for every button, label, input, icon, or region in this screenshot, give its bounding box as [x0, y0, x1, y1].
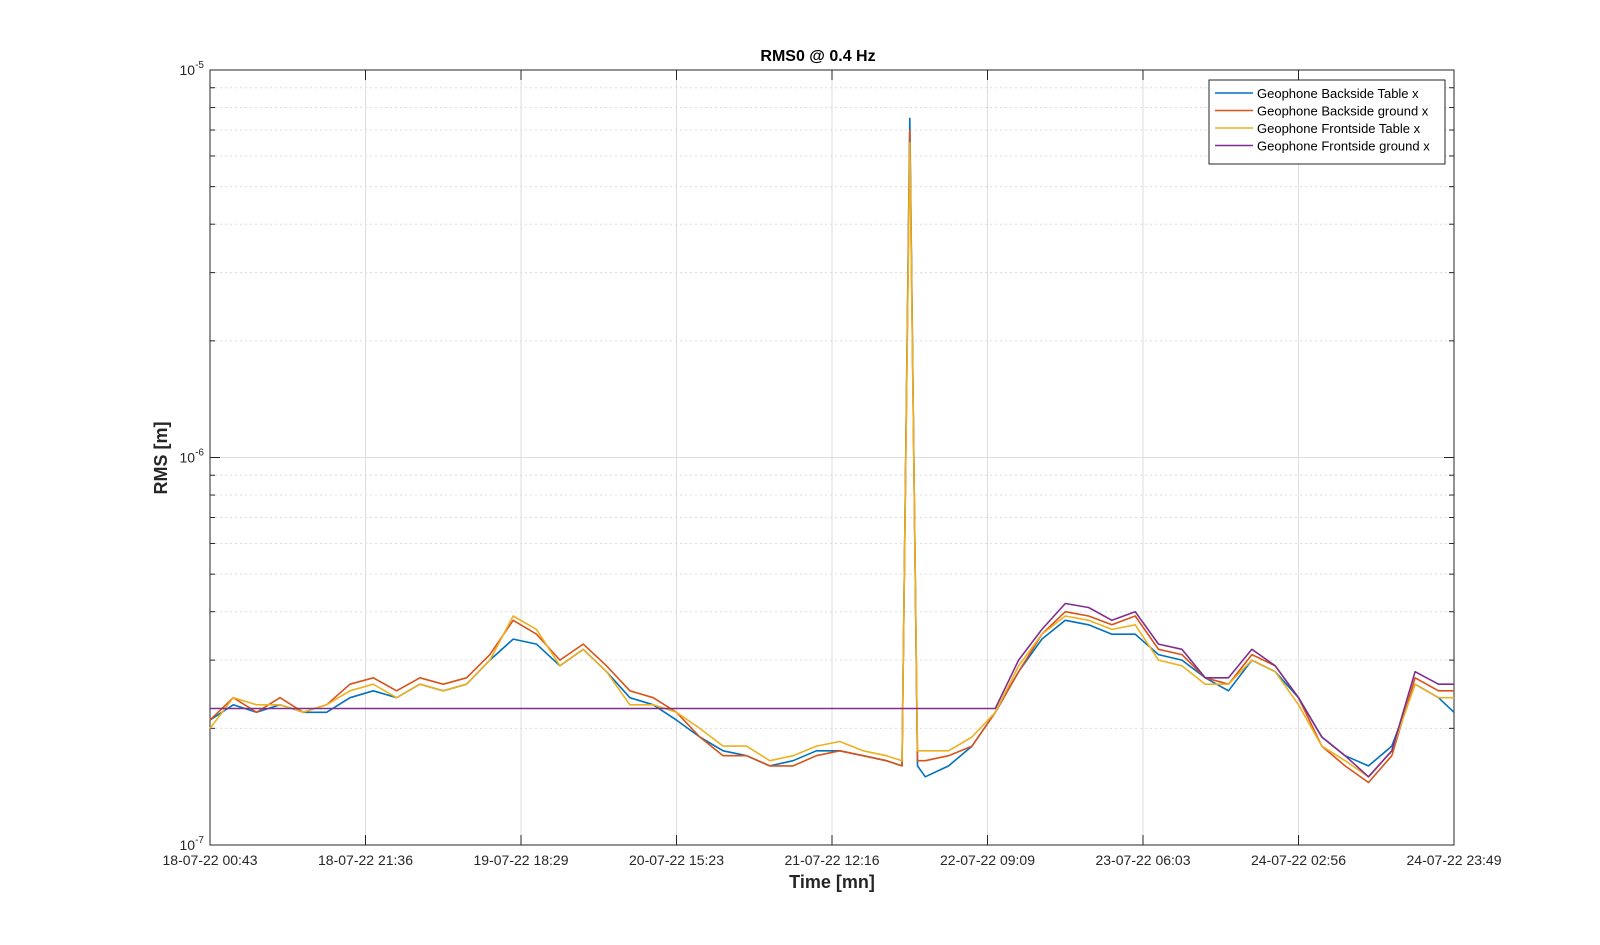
x-tick-label: 21-07-22 12:16: [785, 852, 880, 868]
series-line-2: [209, 129, 1454, 784]
legend-label: Geophone Frontside ground x: [1257, 139, 1430, 154]
x-tick-label: 18-07-22 00:43: [163, 852, 258, 868]
x-tick-label: 18-07-22 21:36: [318, 852, 413, 868]
legend: Geophone Backside Table x Geophone Backsi…: [1208, 79, 1446, 165]
legend-box: [1208, 79, 1446, 165]
x-axis-label: Time [mn]: [789, 872, 875, 892]
series-line-3: [209, 141, 1454, 778]
series-line-4: [210, 602, 1454, 778]
x-tick-label: 24-07-22 23:49: [1407, 852, 1502, 868]
legend-label: Geophone Backside ground x: [1257, 104, 1429, 119]
y-tick-exponent: -7: [195, 835, 204, 846]
y-axis-label: RMS [m]: [151, 422, 171, 495]
y-tick-exponent: -5: [195, 60, 204, 71]
x-tick-label: 20-07-22 15:23: [629, 852, 724, 868]
chart-title: RMS0 @ 0.4 Hz: [760, 48, 875, 65]
axis-ticks: 10-710-610-518-07-22 00:43 18-07-22 21:36…: [163, 60, 1502, 868]
legend-label: Geophone Frontside Table x: [1257, 121, 1421, 136]
x-tick-label: 22-07-22 09:09: [940, 852, 1035, 868]
x-tick-label: 19-07-22 18:29: [474, 852, 569, 868]
series-group: [209, 117, 1455, 784]
x-tick-label: 23-07-22 06:03: [1096, 852, 1191, 868]
x-tick-label: 24-07-22 02:56: [1251, 852, 1346, 868]
y-tick-exponent: -6: [195, 448, 204, 459]
legend-label: Geophone Backside Table x: [1257, 86, 1419, 101]
